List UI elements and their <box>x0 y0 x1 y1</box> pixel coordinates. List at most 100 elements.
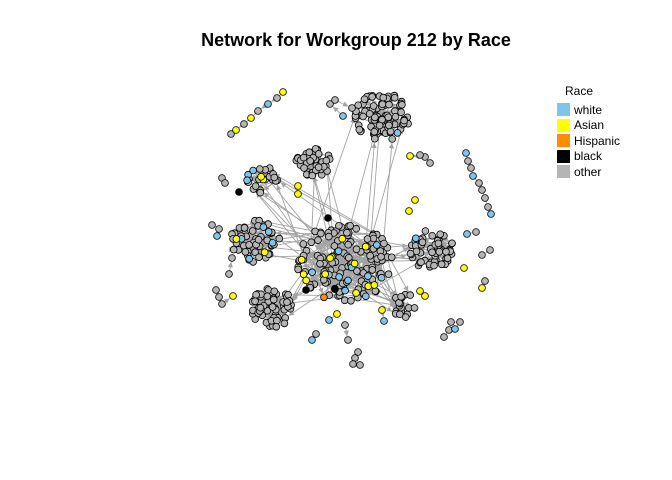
legend-swatch-asian <box>557 118 570 132</box>
network-node-other-519 <box>478 251 486 259</box>
network-node-white-495 <box>264 100 272 108</box>
network-node-other-254 <box>406 291 415 299</box>
network-node-other-537 <box>354 348 362 356</box>
legend-label-black: black <box>574 149 603 164</box>
network-node-other-14 <box>388 135 397 143</box>
network-node-other-343 <box>352 245 361 254</box>
network-node-asian-456 <box>299 270 308 279</box>
network-node-other-161 <box>436 230 445 239</box>
network-node-asian-450 <box>297 255 306 264</box>
network-node-white-439 <box>372 241 381 249</box>
legend-swatch-white <box>557 103 570 117</box>
network-node-other-257 <box>395 310 404 319</box>
network-node-other-528 <box>456 318 464 326</box>
network-node-other-375 <box>384 270 393 279</box>
network-node-asian-542 <box>421 292 429 300</box>
network-node-white-527 <box>451 325 459 333</box>
legend-swatch-black <box>557 149 570 163</box>
network-node-other-525 <box>440 333 448 341</box>
legend-swatch-hispanic <box>557 134 570 148</box>
network-node-asian-457 <box>326 254 334 262</box>
network-node-other-264 <box>397 292 405 301</box>
network-node-other-549 <box>215 293 223 301</box>
network-node-asian-492 <box>405 207 413 215</box>
network-node-other-376 <box>344 240 353 249</box>
network-node-asian-315 <box>260 248 269 257</box>
network-node-other-512 <box>331 96 339 104</box>
network-node-other-535 <box>356 361 364 369</box>
legend-label-other: other <box>574 164 602 179</box>
network-node-other-529 <box>447 318 455 326</box>
network-node-other-178 <box>434 239 443 248</box>
network-node-other-65 <box>391 113 400 121</box>
network-node-other-326 <box>299 240 308 248</box>
legend: Race white Asian Hispanic black other <box>557 84 620 180</box>
network-node-other-75 <box>368 93 376 101</box>
network-node-asian-493 <box>279 88 287 96</box>
network-node-asian-458 <box>352 289 360 297</box>
legend-label-asian: Asian <box>574 118 605 133</box>
network-edge-451 <box>367 238 436 253</box>
network-node-other-550 <box>218 300 226 308</box>
network-node-other-392 <box>346 222 355 230</box>
network-node-asian-449 <box>350 259 359 268</box>
network-nodes <box>208 88 495 369</box>
network-node-other-515 <box>221 179 229 187</box>
network-node-other-85 <box>384 113 393 122</box>
network-node-white-313 <box>268 239 277 247</box>
network-node-other-180 <box>430 261 438 270</box>
network-node-other-532 <box>341 321 349 329</box>
network-node-other-77 <box>359 112 367 121</box>
network-node-asian-540 <box>378 306 386 314</box>
network-node-asian-551 <box>229 292 237 300</box>
network-node-other-243 <box>256 303 265 312</box>
network-node-other-130 <box>299 153 308 162</box>
network-node-other-240 <box>272 322 281 331</box>
network-node-asian-499 <box>232 126 240 134</box>
network-node-asian-491 <box>411 196 419 204</box>
network-node-other-184 <box>406 249 415 258</box>
network-node-white-90 <box>393 129 402 137</box>
network-node-asian-522 <box>460 264 468 272</box>
network-node-other-507 <box>481 194 489 202</box>
legend-entry-other: other <box>557 164 620 180</box>
network-node-white-186 <box>411 234 420 243</box>
network-node-white-442 <box>308 268 316 277</box>
network-node-other-125 <box>314 163 323 172</box>
network-edge-436 <box>263 170 383 240</box>
network-node-asian-546 <box>406 152 414 160</box>
network-node-white-516 <box>213 232 221 240</box>
network-node-other-521 <box>472 228 480 236</box>
network-edge-455 <box>273 173 377 235</box>
network-node-other-544 <box>426 159 434 167</box>
network-node-other-79 <box>370 128 379 136</box>
network-node-other-245 <box>283 298 291 306</box>
network-edge-487 <box>255 191 321 259</box>
network-node-other-246 <box>270 287 279 296</box>
network-node-other-303 <box>240 224 249 232</box>
network-node-other-536 <box>349 360 357 368</box>
network-node-other-552 <box>225 270 233 278</box>
network-node-other-74 <box>369 102 378 110</box>
network-node-white-520 <box>463 230 471 238</box>
network-node-asian-455 <box>361 242 370 251</box>
network-node-other-230 <box>284 290 292 299</box>
network-node-other-239 <box>280 319 289 328</box>
network-node-other-408 <box>380 239 388 248</box>
network-node-asian-489 <box>294 182 302 190</box>
network-node-white-440 <box>334 247 343 255</box>
network-node-other-475 <box>256 188 265 197</box>
network-node-other-548 <box>212 286 220 294</box>
network-node-white-538 <box>325 316 333 324</box>
network-node-other-129 <box>314 150 323 158</box>
network-node-white-509 <box>487 210 495 218</box>
network-node-asian-524 <box>478 284 486 292</box>
network-node-other-89 <box>385 121 393 130</box>
network-node-other-185 <box>442 247 450 256</box>
network-node-hispanic-459 <box>320 293 328 302</box>
network-node-other-69 <box>397 108 405 116</box>
network-edge-458 <box>308 160 342 293</box>
network-node-other-480 <box>255 165 264 173</box>
network-node-asian-453 <box>321 270 330 278</box>
